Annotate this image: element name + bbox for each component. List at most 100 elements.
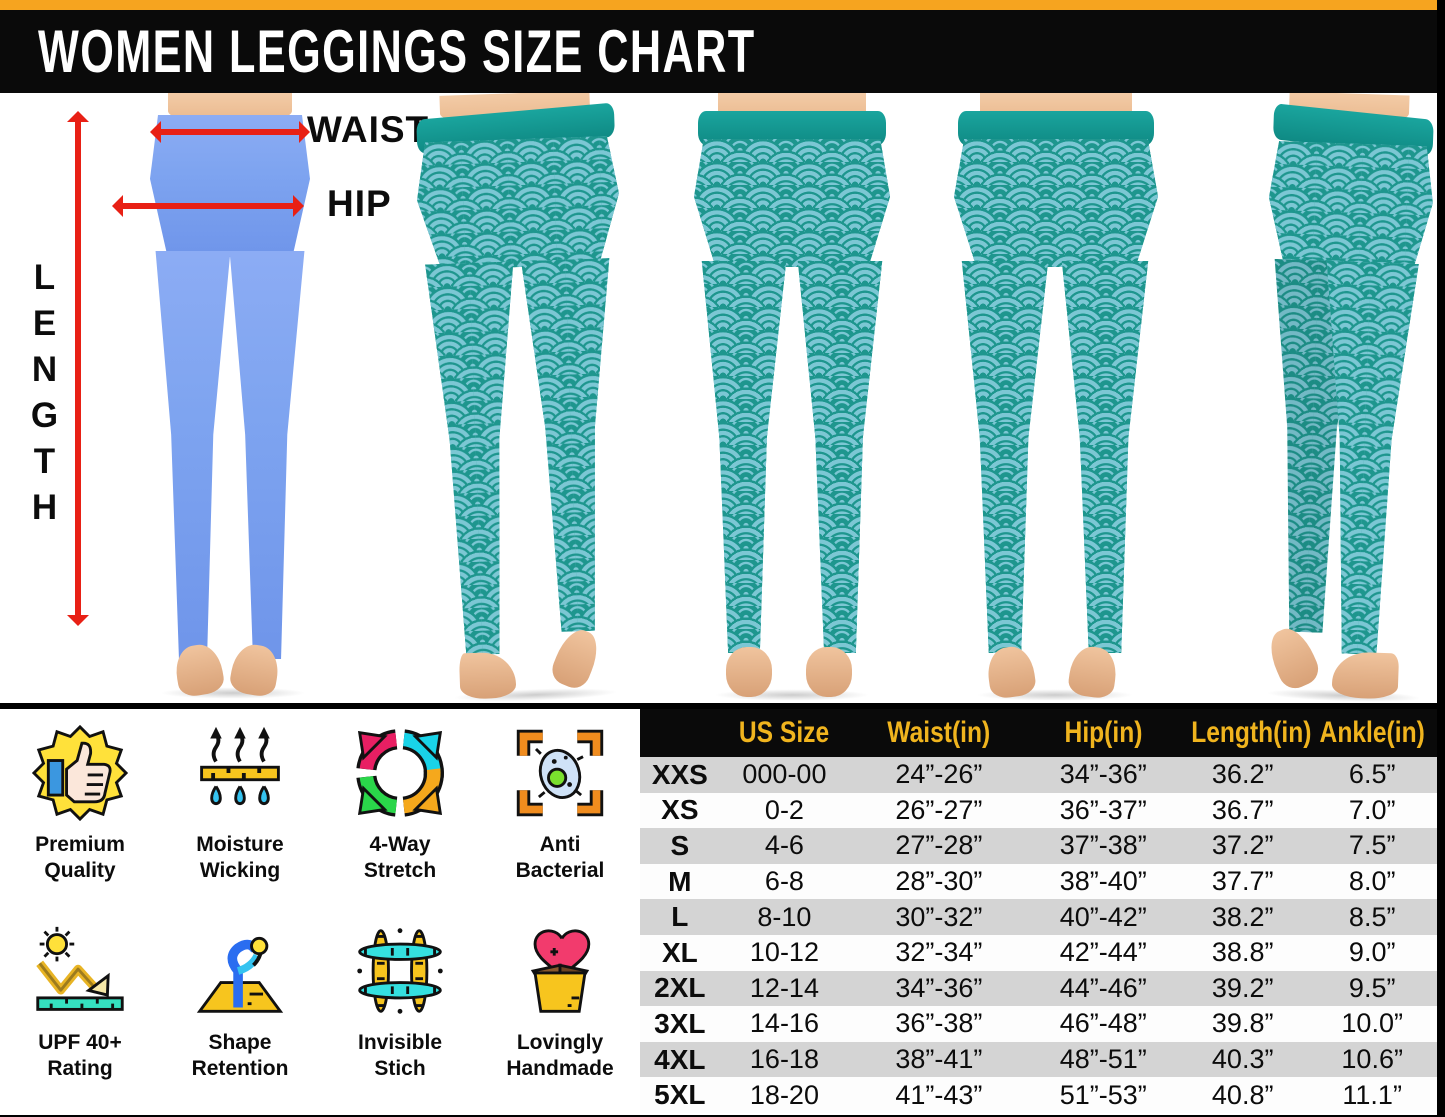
cell-us-size: 10-12 [749,937,819,968]
cell-hip: 51”-53” [1059,1079,1147,1110]
cell-ankle: 7.0” [1348,794,1396,825]
cell-us-size: 18-20 [749,1079,819,1110]
model-left-leg [155,251,231,659]
feature-lovingly-handmade: Lovingly Handmade [480,913,640,1111]
cell-length: 40.8” [1211,1079,1274,1110]
header-waist: Waist(in) [887,716,991,749]
table-row: S 4-6 27”-28” 37”-38” 37.2” 7.5” [640,828,1437,864]
features-panel: Premium Quality [0,709,640,1113]
cell-ankle: 11.1” [1342,1079,1402,1110]
cell-us-size: 16-18 [749,1044,819,1075]
header-length: Length(in) [1191,716,1312,749]
cell-us-size: 8-10 [757,901,812,932]
cell-us-size: 6-8 [764,866,804,897]
table-row: 2XL 12-14 34”-36” 44”-46” 39.2” 9.5” [640,970,1437,1007]
left-heel [726,647,772,697]
feature-invisible-stich: Invisible Stich [320,913,480,1111]
cell-hip: 37”-38” [1059,830,1147,861]
feature-shape-retention: Shape Retention [160,913,320,1111]
cell-ankle: 8.0” [1348,866,1396,897]
measurement-and-product-views: LENGTH WAIST HIP [0,93,1437,703]
size-table-header: US Size Waist(in) Hip(in) Length(in) Ank… [640,709,1437,757]
table-row: 4XL 16-18 38”-41” 48”-51” 40.3” 10.6” [640,1041,1437,1078]
feature-label: Premium Quality [35,833,125,883]
leggings-hips [954,139,1158,267]
size-table: US Size Waist(in) Hip(in) Length(in) Ank… [640,709,1437,1113]
feature-label: Invisible Stich [357,1031,443,1081]
cell-ankle: 8.5” [1348,901,1396,932]
leggings-front-view [950,93,1162,703]
measurement-model [140,93,320,703]
waist-arrow [150,121,310,143]
feature-label: Moisture Wicking [196,833,284,883]
cell-size: XXS [651,758,708,790]
moisture-wicking-icon [192,725,288,826]
header-hip: Hip(in) [1064,716,1143,749]
leggings-side-view-2 [1213,93,1437,703]
front-foot [1331,651,1400,700]
cell-us-size: 000-00 [742,759,827,790]
invisible-stich-icon [352,923,448,1024]
cell-hip: 44”-46” [1059,972,1147,1003]
back-foot-tiptoe [1262,622,1324,694]
feature-anti-bacterial: Anti Bacterial [480,715,640,913]
feature-moisture-wicking: Moisture Wicking [160,715,320,913]
cell-length: 36.2” [1211,759,1274,790]
cell-waist: 32”-34” [895,937,983,968]
cell-waist: 24”-26” [895,759,983,790]
anti-bacterial-icon [512,725,608,826]
premium-quality-icon [31,724,129,826]
cell-length: 38.2” [1211,901,1274,932]
leggings-right-leg [1061,261,1149,653]
cell-size: XS [661,794,699,826]
cell-waist: 34”-36” [895,972,983,1003]
shape-retention-icon [192,923,288,1024]
cell-hip: 36”-37” [1059,794,1147,825]
cell-length: 37.2” [1211,830,1274,861]
model-right-leg [229,251,305,659]
right-foot-tiptoe [547,624,605,693]
cell-us-size: 4-6 [764,830,804,861]
table-row: M 6-8 28”-30” 38”-40” 37.7” 8.0” [640,863,1437,900]
cell-hip: 48”-51” [1059,1044,1147,1075]
feature-label: UPF 40+ Rating [38,1031,122,1081]
length-arrow [67,111,89,626]
feature-label: Lovingly Handmade [506,1031,614,1081]
table-row: XS 0-2 26”-27” 36”-37” 36.7” 7.0” [640,792,1437,829]
cell-us-size: 12-14 [749,972,819,1003]
cell-length: 38.8” [1211,937,1274,968]
table-row: XL 10-12 32”-34” 42”-44” 38.8” 9.0” [640,934,1437,971]
waist-label: WAIST [307,109,430,150]
cell-us-size: 14-16 [749,1008,819,1039]
right-heel [806,647,852,697]
cell-hip: 34”-36” [1059,759,1147,790]
cell-ankle: 7.5” [1348,830,1396,861]
hip-label: HIP [327,183,392,224]
upf-40-rating-icon [32,923,128,1024]
leggings-side-view-1 [409,93,642,703]
table-row: XXS 000-00 24”-26” 34”-36” 36.2” 6.5” [640,757,1437,793]
cell-ankle: 10.6” [1341,1044,1403,1075]
hip-arrow [112,195,304,217]
cell-waist: 36”-38” [895,1008,983,1039]
cell-size: L [671,901,689,933]
cell-ankle: 6.5” [1348,759,1396,790]
cell-us-size: 0-2 [764,794,804,825]
title-banner: WOMEN LEGGINGS SIZE CHART [0,10,1437,93]
leggings-right-leg [797,261,883,653]
feature-label: 4-Way Stretch [363,833,437,883]
leggings-left-leg [701,261,787,653]
cell-waist: 41”-43” [895,1079,983,1110]
feature-four-way-stretch: 4-Way Stretch [320,715,480,913]
cell-waist: 28”-30” [895,866,983,897]
model-hips [150,115,310,257]
cell-size: 5XL [654,1079,706,1111]
header-ankle: Ankle(in) [1319,716,1425,749]
leggings-hips [415,136,621,271]
feature-label: Anti Bacterial [515,833,605,883]
table-row: L 8-10 30”-32” 40”-42” 38.2” 8.5” [640,899,1437,935]
feature-premium-quality: Premium Quality [0,715,160,913]
cell-waist: 30”-32” [895,901,983,932]
cell-hip: 46”-48” [1059,1008,1147,1039]
cell-length: 39.2” [1211,972,1274,1003]
